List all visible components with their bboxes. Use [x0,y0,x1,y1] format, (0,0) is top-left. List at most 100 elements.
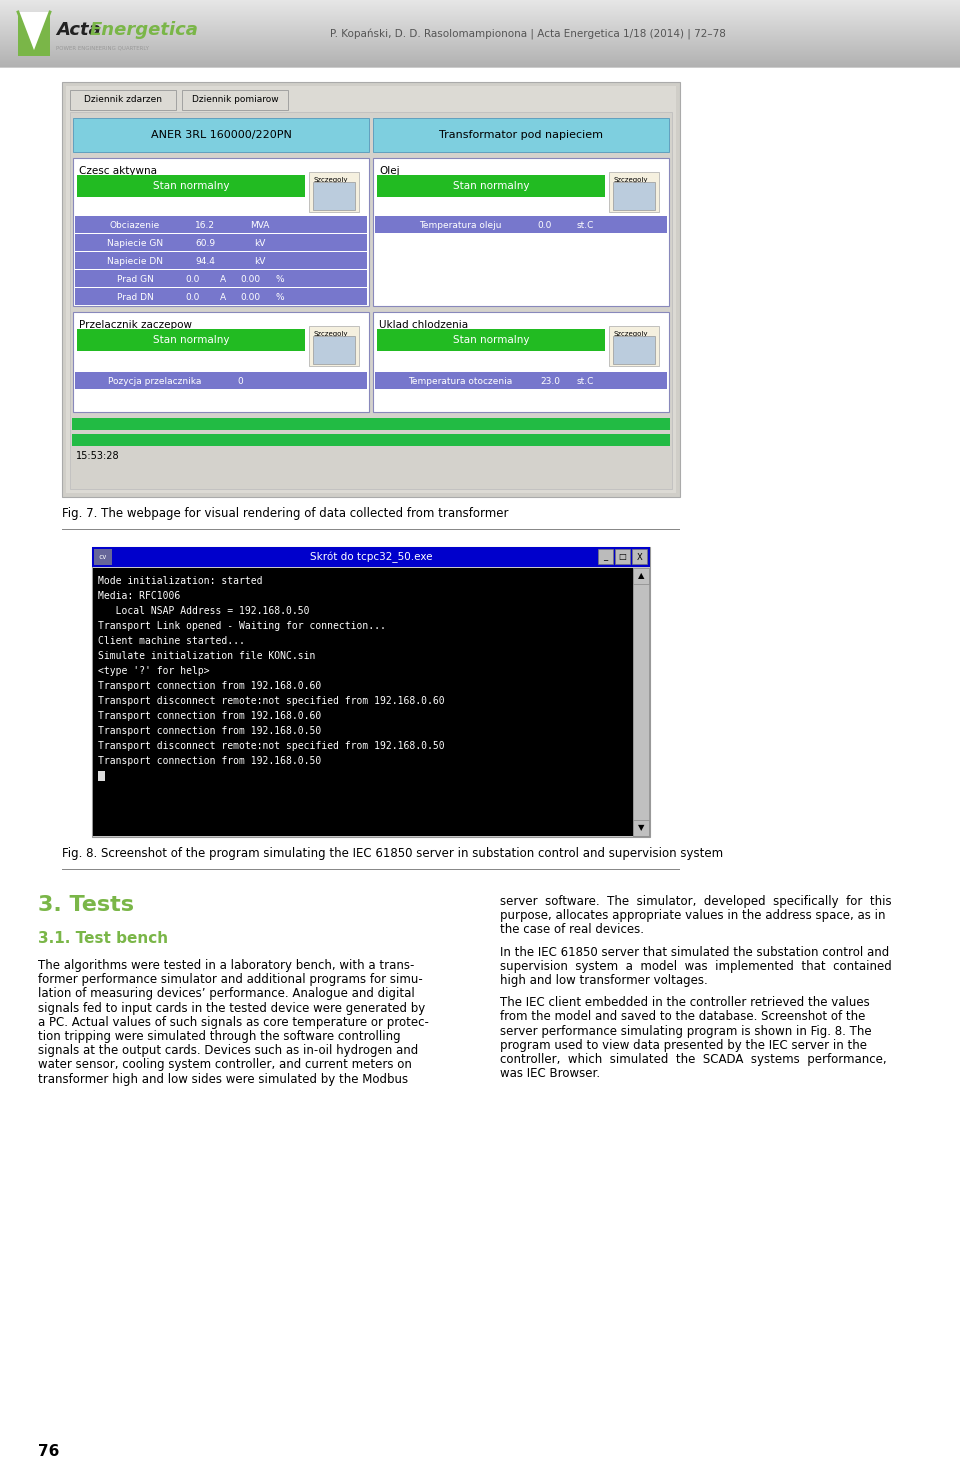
Text: Transformator pod napieciem: Transformator pod napieciem [439,130,603,140]
Bar [75,252,367,269]
Text: signals fed to input cards in the tested device were generated by: signals fed to input cards in the tested… [38,1002,425,1014]
Bar [77,329,305,351]
Text: a PC. Actual values of such signals as core temperature or protec-: a PC. Actual values of such signals as c… [38,1015,429,1029]
Text: program used to view data presented by the IEC server in the: program used to view data presented by t… [500,1039,867,1052]
Text: The IEC client embedded in the controller retrieved the values: The IEC client embedded in the controlle… [500,996,870,1010]
Text: water sensor, cooling system controller, and current meters on: water sensor, cooling system controller,… [38,1058,412,1072]
Bar [98,770,105,781]
Text: Szczegoly: Szczegoly [613,177,647,183]
Text: supervision  system  a  model  was  implemented  that  contained: supervision system a model was implement… [500,959,892,973]
Text: tion tripping were simulated through the software controlling: tion tripping were simulated through the… [38,1030,400,1044]
Bar [70,112,672,489]
Bar [92,548,650,837]
Text: ▼: ▼ [637,824,644,832]
Text: X: X [636,552,642,561]
Bar [373,118,669,152]
Text: Transport disconnect remote:not specified from 192.168.0.50: Transport disconnect remote:not specifie… [98,741,444,751]
Text: former performance simulator and additional programs for simu-: former performance simulator and additio… [38,973,422,986]
Bar [72,434,670,446]
Bar [377,329,605,351]
Text: Transport disconnect remote:not specified from 192.168.0.60: Transport disconnect remote:not specifie… [98,697,444,706]
Text: In the IEC 61850 server that simulated the substation control and: In the IEC 61850 server that simulated t… [500,946,889,958]
Text: 0.0: 0.0 [186,292,201,301]
Bar [373,158,669,306]
Bar [75,372,367,390]
Bar [73,158,369,306]
Text: Transport connection from 192.168.0.60: Transport connection from 192.168.0.60 [98,680,322,691]
Text: 3.1. Test bench: 3.1. Test bench [38,931,168,946]
Text: %: % [276,275,284,283]
Bar [73,118,369,152]
Bar [609,173,659,213]
Bar [313,337,355,365]
Text: POWER ENGINEERING QUARTERLY: POWER ENGINEERING QUARTERLY [56,46,149,50]
Text: _: _ [604,552,608,561]
Bar [75,288,367,306]
Text: Client machine started...: Client machine started... [98,636,245,646]
Text: signals at the output cards. Devices such as in-oil hydrogen and: signals at the output cards. Devices suc… [38,1044,419,1057]
Bar [75,215,367,233]
Bar [93,568,633,835]
Text: cv: cv [99,554,108,559]
Text: 23.0: 23.0 [540,376,560,385]
Text: 60.9: 60.9 [195,239,215,248]
Bar [92,548,650,567]
Bar [62,83,680,497]
Text: Obciazenie: Obciazenie [109,220,160,229]
Bar [373,311,669,412]
Text: Local NSAP Address = 192.168.0.50: Local NSAP Address = 192.168.0.50 [98,607,309,615]
Bar [73,311,369,412]
Bar [313,182,355,210]
Bar [375,215,667,233]
Bar [309,326,359,366]
Text: Acta: Acta [56,21,101,38]
Bar [77,176,305,196]
Text: 0.0: 0.0 [186,275,201,283]
Text: Prad GN: Prad GN [116,275,154,283]
Text: 0.0: 0.0 [538,220,552,229]
Text: was IEC Browser.: was IEC Browser. [500,1067,600,1080]
Text: Szczegoly: Szczegoly [313,331,348,337]
Text: □: □ [618,552,627,561]
Text: Uklad chlodzenia: Uklad chlodzenia [379,320,468,331]
Bar [18,12,50,56]
Text: 76: 76 [38,1445,60,1460]
Text: 16.2: 16.2 [195,220,215,229]
Text: 0: 0 [237,376,243,385]
Text: 0.00: 0.00 [240,292,260,301]
Polygon shape [18,12,50,55]
Bar [66,86,676,493]
Bar [70,90,176,111]
Text: kV: kV [254,257,266,266]
Bar [309,173,359,213]
Text: MVA: MVA [251,220,270,229]
Text: Szczegoly: Szczegoly [313,177,348,183]
Bar [615,549,630,564]
Text: Temperatura otoczenia: Temperatura otoczenia [408,376,512,385]
Text: ANER 3RL 160000/220PN: ANER 3RL 160000/220PN [151,130,292,140]
Text: Szczegoly: Szczegoly [613,331,647,337]
Text: Energetica: Energetica [90,21,199,38]
Text: Transport connection from 192.168.0.60: Transport connection from 192.168.0.60 [98,711,322,720]
Text: Simulate initialization file KONC.sin: Simulate initialization file KONC.sin [98,651,316,661]
Text: Mode initialization: started: Mode initialization: started [98,576,262,586]
Bar [375,372,667,390]
Text: controller,  which  simulated  the  SCADA  systems  performance,: controller, which simulated the SCADA sy… [500,1052,887,1066]
Bar [182,90,288,111]
Text: %: % [276,292,284,301]
Text: Napiecie GN: Napiecie GN [107,239,163,248]
Text: Stan normalny: Stan normalny [153,182,229,190]
Text: 94.4: 94.4 [195,257,215,266]
Bar [609,326,659,366]
Bar [633,568,649,584]
Bar [633,568,649,835]
Text: purpose, allocates appropriate values in the address space, as in: purpose, allocates appropriate values in… [500,909,885,922]
Text: high and low transformer voltages.: high and low transformer voltages. [500,974,708,987]
Text: Czesc aktywna: Czesc aktywna [79,165,157,176]
Text: st.C: st.C [576,220,593,229]
Text: 0.00: 0.00 [240,275,260,283]
Text: Temperatura oleju: Temperatura oleju [419,220,501,229]
Bar [377,176,605,196]
Text: kV: kV [254,239,266,248]
Text: Pozycja przelacznika: Pozycja przelacznika [108,376,202,385]
